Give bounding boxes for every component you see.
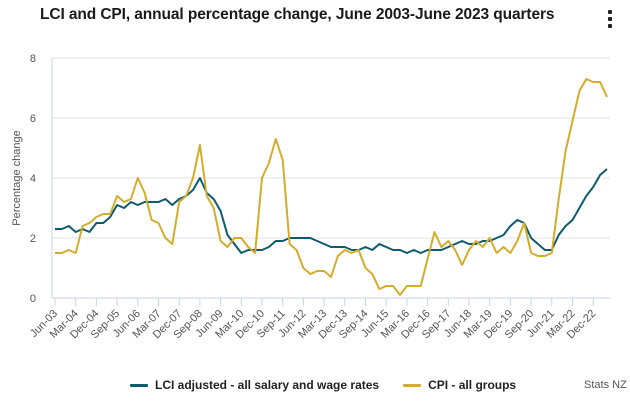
y-tick-label: 4 [30,173,36,185]
legend-swatch-cpi [403,383,422,387]
legend-item-cpi[interactable]: CPI - all groups [403,378,516,392]
series-line-cpi [55,78,608,296]
legend: LCI adjusted - all salary and wage rates… [130,378,540,392]
series-line-lci [55,168,608,254]
legend-swatch-lci [130,383,148,387]
y-tick-label: 2 [30,233,36,245]
kebab-menu-icon[interactable] [604,10,616,32]
y-axis-label: Percentage change [11,130,23,225]
gridlines [51,57,610,298]
y-tick-label: 6 [30,113,36,125]
source-credit: Stats NZ [584,379,627,391]
y-tick-label: 0 [30,293,36,305]
legend-label-cpi: CPI - all groups [428,378,517,392]
series-lines [55,78,608,296]
legend-label-lci: LCI adjusted - all salary and wage rates [155,378,380,392]
legend-item-lci[interactable]: LCI adjusted - all salary and wage rates [130,378,379,392]
chart-title: LCI and CPI, annual percentage change, J… [40,6,555,23]
y-axis-ticks: 0 2 4 6 8 [30,53,36,305]
y-tick-label: 8 [30,53,36,65]
x-axis: Jun-03Mar-04Dec-04Sep-05Jun-06Mar-07Dec-… [28,297,610,341]
